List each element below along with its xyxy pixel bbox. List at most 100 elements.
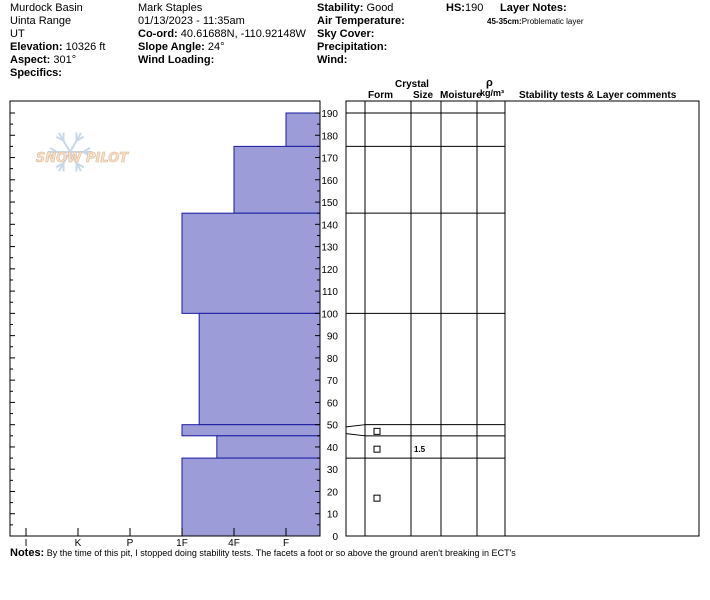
slope-label: Slope Angle: <box>138 41 205 53</box>
y-tick-label: 120 <box>321 265 338 276</box>
y-tick-label: 100 <box>321 309 338 320</box>
coord-value: 40.61688N, -110.92148W <box>180 28 306 40</box>
hardness-layer <box>216 435 321 459</box>
form-header: Form <box>368 90 393 101</box>
datetime: 01/13/2023 - 11:35am <box>138 15 245 27</box>
wind-loading-label: Wind Loading: <box>138 54 215 66</box>
stability-value: Good <box>366 2 394 14</box>
sky-label: Sky Cover: <box>317 28 375 40</box>
crystal-form-marker <box>373 427 381 435</box>
hardness-layer <box>181 457 321 537</box>
elevation-value: 10326 ft <box>65 41 106 53</box>
elevation: Elevation: 10326 ft <box>10 41 105 54</box>
layer-boundary-connector <box>345 424 366 428</box>
y-tick-label: 130 <box>321 243 338 254</box>
snowflake-branch <box>76 135 85 142</box>
hardness-layer <box>181 424 321 437</box>
y-tick-label: 80 <box>327 354 339 365</box>
snowflake-arm <box>69 132 82 153</box>
y-tick-label: 180 <box>321 131 338 142</box>
notes-text: By the time of this pit, I stopped doing… <box>46 548 516 558</box>
y-tick-label: 170 <box>321 154 338 165</box>
stability-label: Stability: <box>317 2 364 14</box>
specifics-label: Specifics: <box>10 67 62 79</box>
y-tick-label: 20 <box>327 487 339 498</box>
size-header: Size <box>413 90 434 101</box>
density-unit-header: kg/m³ <box>480 88 505 98</box>
wind-label: Wind: <box>317 54 348 66</box>
notes-label: Notes: <box>10 547 45 559</box>
hardness-layer <box>181 212 321 314</box>
snowflake-arm <box>58 132 71 153</box>
snowflake-icon <box>48 132 92 172</box>
state: UT <box>10 28 25 40</box>
slope: Slope Angle: 24° <box>138 41 225 54</box>
y-tick-label: 160 <box>321 176 338 187</box>
precip-label: Precipitation: <box>317 41 388 53</box>
layer-note-range: 45-35cm: <box>487 17 522 26</box>
range: Uinta Range <box>10 15 72 27</box>
crystal-header: Crystal <box>395 79 429 90</box>
hs-label: HS: <box>446 2 465 14</box>
y-tick-label: 0 <box>332 532 338 543</box>
stability: Stability: Good <box>317 2 393 15</box>
snow-pilot-logo-text: SNOW PILOT <box>36 151 129 166</box>
y-tick-label: 30 <box>327 465 339 476</box>
snowflake-branch <box>55 162 64 169</box>
aspect-value: 301° <box>53 54 77 66</box>
snow-profile-chart: SNOW PILOT 0 10 20 30 40 50 60 70 80 90 100 110 120 1… <box>9 100 700 549</box>
y-tick-label: 70 <box>327 376 339 387</box>
x-tick-label: P <box>127 538 134 549</box>
y-tick-label: 60 <box>327 398 339 409</box>
slope-value: 24° <box>207 41 225 53</box>
snowflake-branch <box>76 162 85 169</box>
air-temp-label: Air Temperature: <box>317 15 405 27</box>
snowflake-branch <box>55 135 64 142</box>
crystal-form-marker <box>373 445 381 453</box>
y-tick-label: 10 <box>327 510 339 521</box>
rho-header: ρ <box>486 77 493 89</box>
layer-boundary-connector <box>345 433 366 437</box>
y-tick-label: 150 <box>321 198 338 209</box>
snow-pilot-logo: SNOW PILOT <box>36 132 130 172</box>
hardness-layer <box>233 145 321 214</box>
layer-note-text: Problematic layer <box>521 17 584 26</box>
y-tick-label: 90 <box>327 332 339 343</box>
layer-notes-label: Layer Notes: <box>500 2 567 14</box>
snowflake-branch <box>82 151 91 158</box>
x-tick-label: I <box>25 538 28 549</box>
y-tick-label: 190 <box>321 109 338 120</box>
layer-note: 45-35cm:Problematic layer <box>487 17 584 27</box>
y-tick-label: 50 <box>327 421 339 432</box>
y-tick-label: 140 <box>321 220 338 231</box>
moisture-header: Moisture <box>440 90 482 101</box>
hs: HS:190 <box>446 2 483 15</box>
location: Murdock Basin <box>10 2 83 14</box>
x-tick-label: 4F <box>228 538 240 549</box>
coord: Co-ord: 40.61688N, -110.92148W <box>138 28 306 41</box>
hardness-layer <box>198 312 321 426</box>
x-tick-label: K <box>75 538 82 549</box>
hs-value: 190 <box>464 2 484 14</box>
observer: Mark Staples <box>138 2 203 14</box>
elevation-label: Elevation: <box>10 41 63 53</box>
snowflake-branch <box>49 151 58 158</box>
hardness-layer <box>285 112 321 147</box>
snowflake-branch <box>82 146 91 153</box>
hardness-plot-frame <box>9 100 321 537</box>
x-tick-label: 1F <box>176 538 188 549</box>
y-tick-label: 40 <box>327 443 339 454</box>
snowflake-arm <box>58 151 71 172</box>
aspect-label: Aspect: <box>10 54 51 66</box>
x-tick-label: F <box>283 538 289 549</box>
layer-table-frame <box>345 100 700 537</box>
comments-header: Stability tests & Layer comments <box>519 90 677 101</box>
coord-label: Co-ord: <box>138 28 178 40</box>
crystal-form-marker <box>373 494 381 502</box>
snowflake-branch <box>49 146 58 153</box>
y-tick-label: 110 <box>322 287 338 298</box>
snowflake-arm <box>69 151 82 172</box>
crystal-size-label: 1.5 <box>414 445 426 454</box>
notes: Notes: By the time of this pit, I stoppe… <box>10 547 516 559</box>
aspect: Aspect: 301° <box>10 54 76 67</box>
